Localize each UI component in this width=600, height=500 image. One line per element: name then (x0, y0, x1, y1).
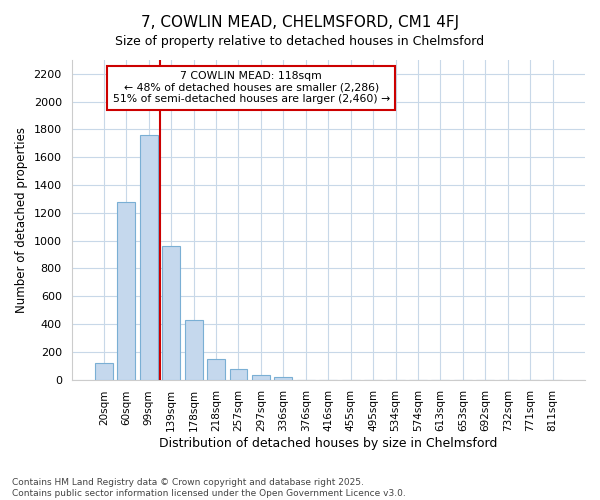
Text: 7, COWLIN MEAD, CHELMSFORD, CM1 4FJ: 7, COWLIN MEAD, CHELMSFORD, CM1 4FJ (141, 15, 459, 30)
Bar (95, 363, 113, 380)
Text: Contains HM Land Registry data © Crown copyright and database right 2025.
Contai: Contains HM Land Registry data © Crown c… (12, 478, 406, 498)
Bar (274, 377, 292, 380)
Bar (162, 246, 180, 380)
Y-axis label: Number of detached properties: Number of detached properties (15, 127, 28, 313)
Bar (252, 374, 270, 380)
Text: Size of property relative to detached houses in Chelmsford: Size of property relative to detached ho… (115, 35, 485, 48)
Bar (140, 135, 158, 380)
Bar (230, 369, 247, 380)
Bar (207, 359, 225, 380)
X-axis label: Distribution of detached houses by size in Chelmsford: Distribution of detached houses by size … (159, 437, 497, 450)
Text: 7 COWLIN MEAD: 118sqm
← 48% of detached houses are smaller (2,286)
51% of semi-d: 7 COWLIN MEAD: 118sqm ← 48% of detached … (113, 71, 390, 104)
Bar (118, 202, 135, 380)
Bar (185, 320, 203, 380)
